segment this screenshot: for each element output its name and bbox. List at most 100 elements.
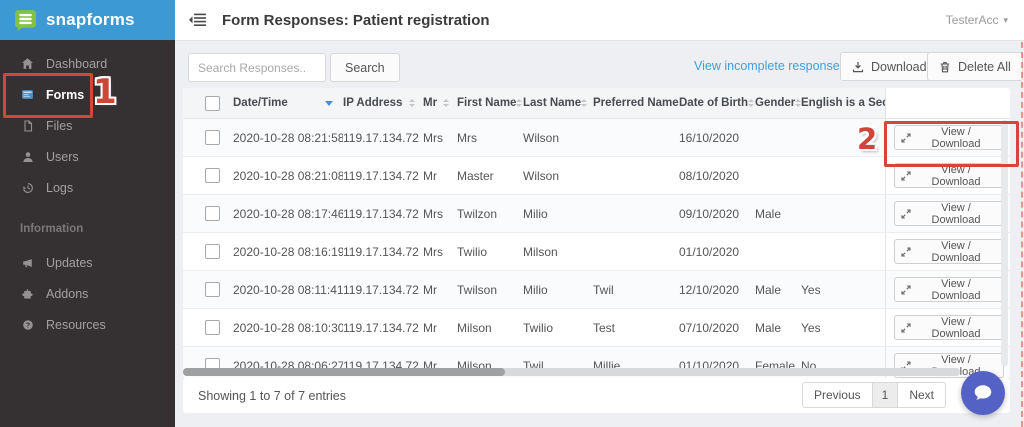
sidebar-item-files[interactable]: Files (0, 110, 175, 141)
cell-last-name: Wilson (523, 168, 560, 183)
row-checkbox[interactable] (205, 130, 220, 145)
cell-mr: Mrs (423, 244, 443, 259)
row-checkbox[interactable] (205, 244, 220, 259)
cell-english: Yes (801, 320, 821, 335)
outdent-menu-icon[interactable] (189, 13, 206, 27)
cell-ip-address: 119.17.134.72 (343, 320, 419, 335)
chevron-down-icon: ▾ (1003, 14, 1008, 25)
responses-table: Date/Time IP Address Mr First Name Last … (183, 88, 1010, 378)
cell-last-name: Wilson (523, 130, 560, 145)
current-page-button[interactable]: 1 (871, 383, 898, 407)
view-download-button[interactable]: View / Download (893, 201, 1004, 226)
actions-cell: View / Download (885, 233, 1010, 270)
sidebar-item-label: Forms (46, 87, 85, 102)
actions-cell: View / Download (885, 195, 1010, 232)
expand-icon (900, 132, 911, 143)
sidebar-item-dashboard[interactable]: Dashboard (0, 48, 175, 79)
sort-icon (795, 99, 801, 107)
sidebar-item-label: Addons (46, 286, 89, 301)
sidebar-item-addons[interactable]: Addons (0, 278, 175, 309)
chat-widget-button[interactable] (961, 371, 1005, 415)
cell-last-name: Milio (523, 282, 548, 297)
row-checkbox[interactable] (205, 320, 220, 335)
sidebar-nav: Dashboard Forms Files (0, 40, 175, 340)
sidebar-item-resources[interactable]: ? Resources (0, 309, 175, 340)
cell-mr: Mr (423, 168, 437, 183)
view-download-button[interactable]: View / Download (893, 163, 1004, 188)
column-header-first-name[interactable]: First Name (457, 97, 523, 109)
column-header-last-name[interactable]: Last Name (523, 97, 593, 109)
forms-icon (20, 88, 35, 101)
view-download-button[interactable]: View / Download (893, 277, 1004, 302)
cell-ip-address: 119.17.134.72 (343, 282, 419, 297)
horizontal-scrollbar-thumb[interactable] (183, 368, 505, 376)
cell-english: Yes (801, 282, 821, 297)
brand-logo[interactable]: snapforms (0, 0, 175, 40)
column-header-english[interactable]: English is a Sec (801, 97, 885, 109)
cell-ip-address: 119.17.134.72 (343, 168, 419, 183)
row-checkbox[interactable] (205, 206, 220, 221)
expand-icon (900, 246, 911, 257)
cell-ip-address: 119.17.134.72 (343, 244, 419, 259)
search-input[interactable] (188, 53, 326, 82)
account-name: TesterAcc (945, 13, 999, 27)
page-title: Form Responses: Patient registration (222, 11, 490, 29)
pagination: Previous 1 Next (801, 382, 946, 408)
cell-datetime: 2020-10-28 08:11:41 (233, 282, 343, 297)
column-header-mr[interactable]: Mr (423, 97, 457, 109)
column-header-datetime[interactable]: Date/Time (233, 97, 343, 109)
sidebar-item-users[interactable]: Users (0, 141, 175, 172)
expand-icon (900, 170, 911, 181)
row-checkbox[interactable] (205, 168, 220, 183)
column-header-ip[interactable]: IP Address (343, 97, 423, 109)
sort-icon (516, 99, 523, 107)
download-button[interactable]: Download (840, 52, 939, 81)
view-download-button[interactable]: View / Download (893, 125, 1004, 150)
sidebar-item-updates[interactable]: Updates (0, 247, 175, 278)
sidebar-item-label: Logs (46, 180, 74, 195)
sidebar-item-logs[interactable]: Logs (0, 172, 175, 203)
main-content: Search View incomplete responses Downloa… (175, 40, 1024, 427)
select-all-checkbox[interactable] (205, 95, 220, 111)
cell-gender: Male (755, 320, 782, 335)
view-download-button[interactable]: View / Download (893, 239, 1004, 264)
actions-cell: View / Download (885, 309, 1010, 346)
view-download-button[interactable]: View / Download (893, 315, 1004, 340)
topbar: Form Responses: Patient registration Tes… (175, 0, 1024, 41)
vertical-scrollbar[interactable] (1001, 120, 1008, 366)
cell-date-of-birth: 12/10/2020 (679, 282, 740, 297)
brand-name: snapforms (46, 10, 135, 29)
cell-preferred-name: Twil (593, 282, 614, 297)
sidebar-item-label: Files (46, 118, 73, 133)
table-row: 2020-10-28 08:16:19 119.17.134.72 Mrs Tw… (183, 233, 1010, 271)
user-icon (20, 151, 35, 163)
horizontal-scrollbar[interactable] (183, 368, 960, 376)
expand-icon (900, 208, 911, 219)
cell-last-name: Twilio (523, 320, 554, 335)
sidebar-item-label: Updates (46, 255, 93, 270)
cell-datetime: 2020-10-28 08:21:58 (233, 130, 343, 145)
column-header-dob[interactable]: Date of Birth (679, 97, 755, 109)
expand-icon (900, 360, 911, 371)
next-page-button[interactable]: Next (897, 383, 945, 407)
cell-datetime: 2020-10-28 08:16:19 (233, 244, 343, 259)
delete-all-button[interactable]: Delete All (927, 52, 1023, 81)
cell-ip-address: 119.17.134.72 (343, 206, 419, 221)
sort-icon (443, 99, 449, 107)
expand-icon (900, 322, 911, 333)
view-incomplete-responses-link[interactable]: View incomplete responses (694, 59, 846, 73)
sidebar: snapforms Dashboard Forms (0, 0, 175, 427)
column-header-gender[interactable]: Gender (755, 97, 801, 109)
file-icon (20, 119, 35, 132)
table-rows: 2020-10-28 08:21:58 119.17.134.72 Mrs Mr… (183, 119, 1010, 378)
table-row: 2020-10-28 08:11:41 119.17.134.72 Mr Twi… (183, 271, 1010, 309)
expand-icon (900, 284, 911, 295)
sidebar-item-label: Users (46, 149, 79, 164)
search-button[interactable]: Search (330, 53, 400, 82)
sidebar-item-forms[interactable]: Forms (0, 79, 175, 110)
previous-page-button[interactable]: Previous (813, 388, 861, 402)
row-checkbox[interactable] (205, 282, 220, 297)
account-menu[interactable]: TesterAcc ▾ (946, 13, 1008, 27)
cell-first-name: Milson (457, 320, 492, 335)
column-header-preferred-name[interactable]: Preferred Name (593, 97, 679, 109)
